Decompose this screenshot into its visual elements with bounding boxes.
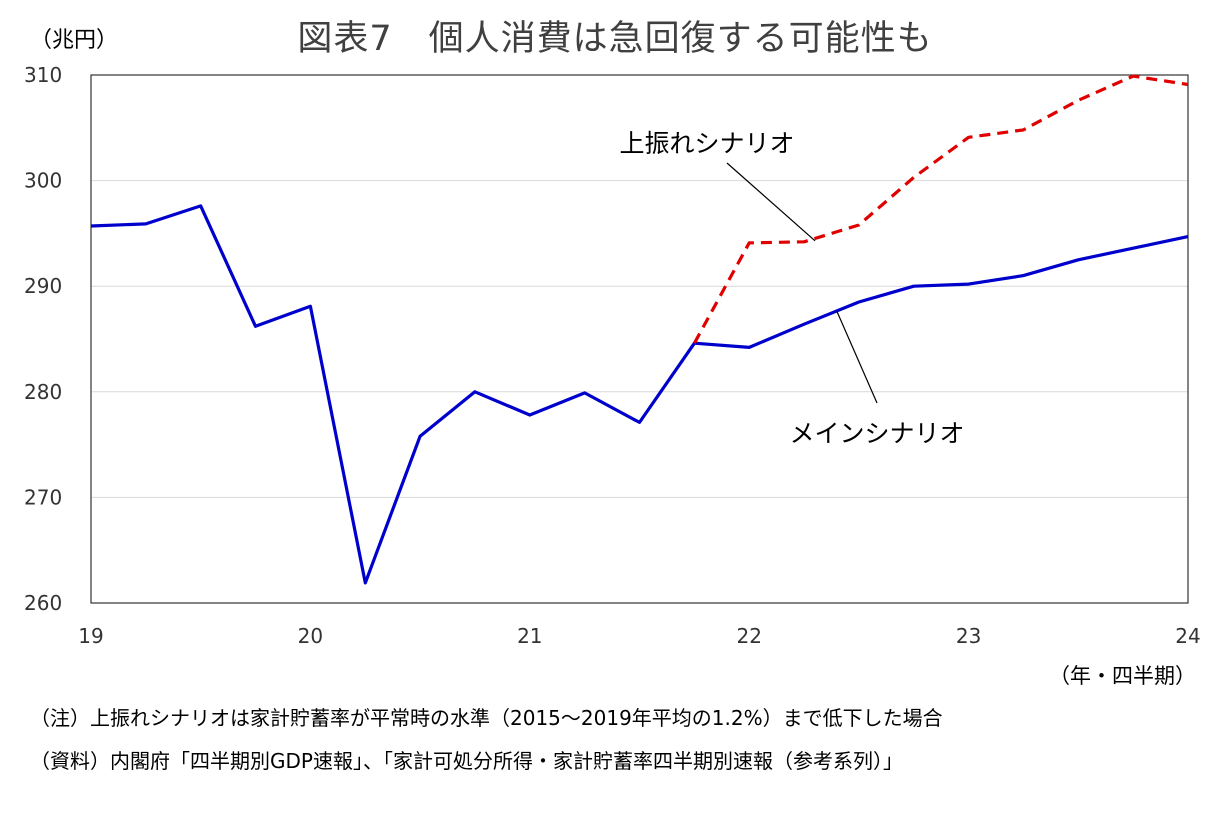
x-tick-label-23: 23 (956, 624, 981, 648)
chart-title: 図表7 個人消費は急回復する可能性も (297, 19, 933, 59)
x-tick-label-24: 24 (1175, 624, 1200, 648)
y-tick-label-270: 270 (24, 485, 62, 509)
upside-scenario-label: 上振れシナリオ (619, 129, 794, 158)
main-scenario-leader-line (836, 311, 878, 404)
upside-scenario-line (692, 74, 1189, 344)
x-tick-label-22: 22 (736, 624, 761, 648)
line-chart: 260 270 280 290 300 310 19 20 21 22 23 24 上振れシナリオメイン… (24, 63, 1201, 648)
upside-scenario-leader-line (726, 162, 816, 242)
chart-source: （資料）内閣府「四半期別GDP速報」、「家計可処分所得・家計貯蓄率四半期別速報（… (30, 749, 903, 773)
x-axis-unit: （年・四半期） (1049, 664, 1196, 688)
x-tick-label-19: 19 (78, 624, 103, 648)
main-scenario-label: メインシナリオ (789, 419, 964, 448)
x-tick-label-21: 21 (517, 624, 542, 648)
y-tick-label-300: 300 (24, 169, 62, 193)
y-tick-label-260: 260 (24, 591, 62, 615)
y-tick-label-280: 280 (24, 380, 62, 404)
chart-note: （注）上振れシナリオは家計貯蓄率が平常時の水準（2015～2019年平均の1.2… (30, 706, 943, 730)
x-tick-label-20: 20 (298, 624, 323, 648)
y-axis-unit: （兆円） (30, 28, 119, 53)
main-scenario-line (90, 204, 1189, 585)
y-tick-label-310: 310 (24, 63, 62, 87)
plot-area-frame (90, 74, 1189, 604)
y-tick-label-290: 290 (24, 274, 62, 298)
